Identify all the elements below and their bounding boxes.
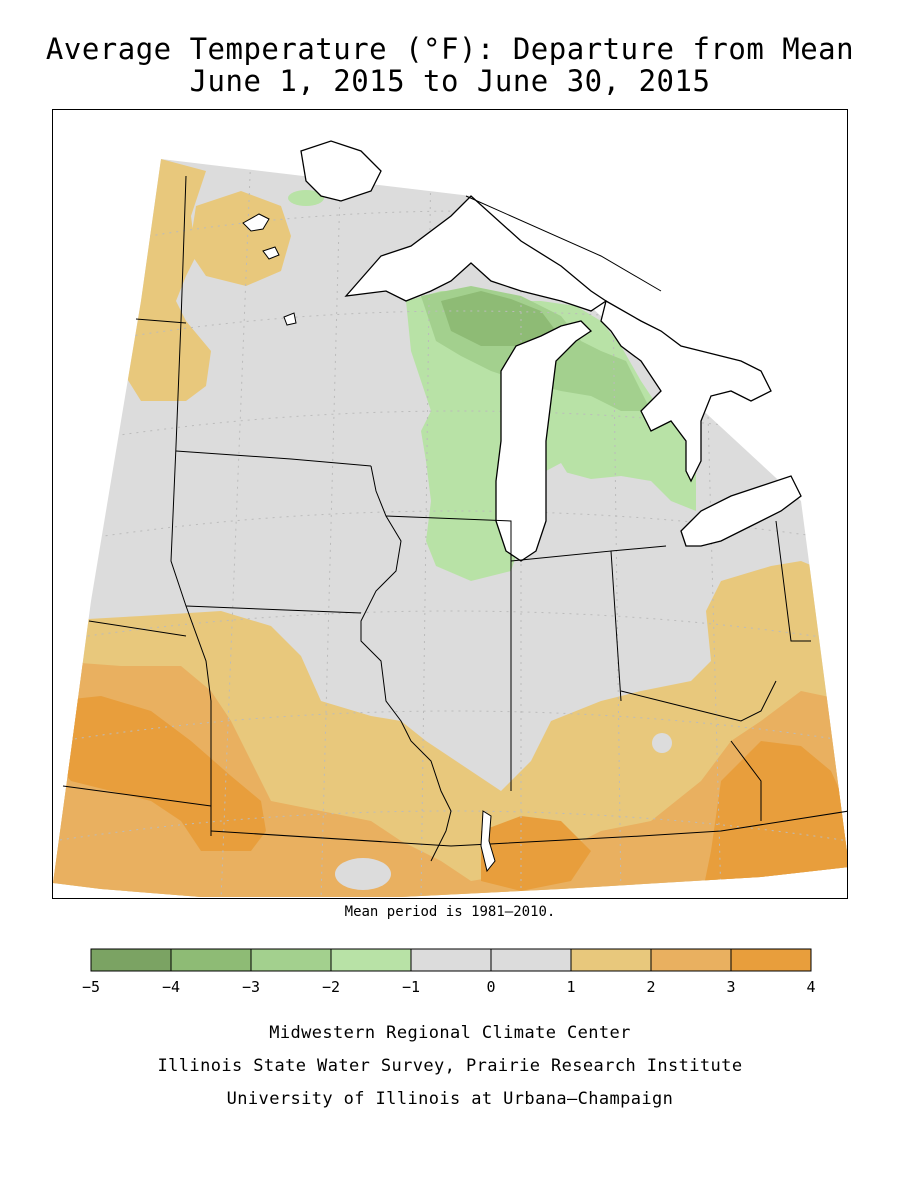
legend-tick-label: 1 [566, 978, 576, 996]
lake-winnibigoshish [262, 246, 280, 260]
boundary-north-south-dakota [135, 318, 187, 324]
color-legend [90, 948, 812, 972]
coolest-area-upper-peninsula [441, 291, 556, 346]
legend-tick-label: −3 [241, 978, 261, 996]
cool-area-arrowhead [288, 190, 324, 206]
credit-mrcc: Midwestern Regional Climate Center [269, 1023, 631, 1043]
lake-red [242, 213, 270, 232]
near-normal-island-indiana [652, 733, 672, 753]
lake-mille-lacs [283, 312, 297, 326]
boundary-mississippi-river [360, 465, 452, 862]
state-boundaries [62, 175, 847, 862]
boundary-kentucky-virginia [730, 740, 762, 821]
credit-uiuc: University of Illinois at Urbana–Champai… [226, 1089, 674, 1109]
temperature-departure-map [52, 109, 848, 899]
map-date-range: June 1, 2015 to June 30, 2015 [189, 64, 711, 98]
map-canvas [53, 140, 847, 897]
warmest-area-kansas-missouri [53, 696, 266, 851]
lake-michigan [495, 320, 593, 562]
minnesota-lakes [242, 213, 297, 326]
lake-huron [600, 300, 772, 483]
legend-bin-2 [250, 948, 332, 972]
boundary-pennsylvania [775, 520, 811, 642]
boundary-michigan-ohio [610, 545, 667, 552]
legend-tick-label: 2 [646, 978, 656, 996]
legend-bin-0 [90, 948, 172, 972]
legend-tick-label: −2 [321, 978, 341, 996]
legend-tick-label: −5 [81, 978, 101, 996]
warmest-area-kentucky [701, 741, 847, 897]
mean-period-note: Mean period is 1981–2010. [344, 904, 556, 920]
boundary-dakotas-minnesota-iowa-missouri [170, 175, 212, 836]
legend-bin-4 [410, 948, 492, 972]
legend-tick-label: 0 [486, 978, 496, 996]
lake-erie [680, 475, 802, 547]
legend-tick-label: 4 [806, 978, 816, 996]
legend-bin-8 [730, 948, 812, 972]
legend-tick-label: −1 [401, 978, 421, 996]
near-normal-island-michigan [546, 463, 571, 489]
lake-barkley [480, 810, 496, 873]
boundary-kansas-oklahoma [62, 785, 212, 807]
legend-bin-1 [170, 948, 252, 972]
lake-nipigon [300, 140, 382, 202]
warmest-area-southern-illinois [481, 816, 591, 891]
warm-area-dakotas [116, 159, 211, 401]
legend-bin-5 [490, 948, 572, 972]
boundary-canada-minnesota [465, 195, 662, 292]
boundary-wisconsin-illinois [385, 515, 512, 561]
lake-superior [344, 195, 608, 312]
legend-tick-label: 3 [726, 978, 736, 996]
boundary-southern-tier [210, 810, 847, 847]
boundary-minnesota-iowa [175, 450, 372, 467]
warm-area-minnesota [189, 191, 291, 286]
map-title: Average Temperature (°F): Departure from… [45, 32, 855, 66]
boundary-ohio-river [620, 680, 777, 722]
credit-isws: Illinois State Water Survey, Prairie Res… [157, 1056, 743, 1076]
boundary-nebraska-kansas [88, 620, 187, 637]
legend-bin-3 [330, 948, 412, 972]
legend-bin-6 [570, 948, 652, 972]
legend-tick-label: −4 [161, 978, 181, 996]
legend-tick-labels: −5 −4 −3 −2 −1 0 1 2 3 4 [0, 978, 900, 1000]
boundary-iowa-missouri [185, 605, 362, 614]
near-normal-island-southwest-missouri [335, 858, 391, 890]
legend-bin-7 [650, 948, 732, 972]
great-lakes [300, 140, 802, 562]
